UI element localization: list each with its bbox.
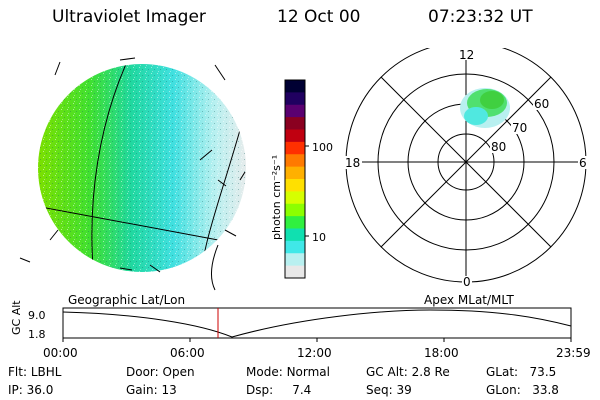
polar-label-12: 12 xyxy=(459,48,474,62)
colorbar-tick-10: 10 xyxy=(312,231,326,244)
colorbar-stripe xyxy=(285,228,305,242)
colorbar-stripe xyxy=(285,216,305,229)
polar-label-70: 70 xyxy=(512,121,527,135)
filter-info: Flt: LBHL xyxy=(8,365,62,379)
gc-alt-value: 2.8 Re xyxy=(411,365,450,379)
altitude-timeline: GC Alt 9.0 1.8 00:00 06:00 12:00 18:00 2… xyxy=(10,300,591,360)
glat-value: 73.5 xyxy=(529,365,557,379)
seq-value: 39 xyxy=(396,383,412,397)
colorbar-stripe xyxy=(285,129,305,143)
polar-label-18: 18 xyxy=(345,156,360,170)
colorbar-stripe xyxy=(285,154,305,168)
ip-value: 36.0 xyxy=(26,383,54,397)
date-label: 12 Oct 00 xyxy=(277,7,361,27)
colorbar-stripe xyxy=(285,240,305,254)
colorbar-stripe xyxy=(285,265,305,279)
glat-info: GLat: 73.5 xyxy=(486,365,557,379)
coastline-fragments xyxy=(19,57,246,273)
colorbar-stripe xyxy=(285,104,305,118)
x-tick-0000: 00:00 xyxy=(43,346,78,360)
colorbar-stripe xyxy=(285,253,305,267)
geographic-label: Geographic Lat/Lon xyxy=(68,293,186,307)
door-info: Door: Open xyxy=(126,365,195,379)
gc-alt-info: GC Alt: 2.8 Re xyxy=(366,365,450,379)
colorbar-tick-100: 100 xyxy=(312,141,333,154)
dsp-value: 7.4 xyxy=(292,383,312,397)
door-value: Open xyxy=(162,365,195,379)
apex-label: Apex MLat/MLT xyxy=(424,293,514,307)
x-tick-1800: 18:00 xyxy=(424,346,459,360)
app-title: Ultraviolet Imager xyxy=(52,7,206,27)
filter-value: LBHL xyxy=(30,365,62,379)
gain-info: Gain: 13 xyxy=(126,383,177,397)
polar-label-60: 60 xyxy=(534,97,549,111)
colorbar-stripe xyxy=(285,141,305,155)
ip-info: IP: 36.0 xyxy=(8,383,54,397)
colorbar-stripe xyxy=(285,203,305,217)
colorbar-stripe xyxy=(285,92,305,106)
colorbar-stripe xyxy=(285,166,305,180)
y-tick-9: 9.0 xyxy=(28,309,46,322)
polar-label-6: 6 xyxy=(579,156,587,170)
auroral-oval xyxy=(460,88,510,128)
colorbar-stripe xyxy=(285,179,305,192)
colorbar: 100 10 photon cm⁻²s⁻¹ xyxy=(270,79,333,279)
dsp-info: Dsp: 7.4 xyxy=(246,383,312,397)
mode-value: Normal xyxy=(286,365,330,379)
altitude-curve xyxy=(62,309,572,338)
time-label: 07:23:32 UT xyxy=(428,7,533,27)
gain-value: 13 xyxy=(161,383,177,397)
mode-info: Mode: Normal xyxy=(246,365,330,379)
polar-label-80: 80 xyxy=(491,140,506,154)
seq-info: Seq: 39 xyxy=(366,383,412,397)
colorbar-stripe xyxy=(285,191,305,205)
geo-grid-lines xyxy=(38,64,246,272)
y-tick-1-8: 1.8 xyxy=(28,328,46,341)
polar-mlat-mlt-plot: 12 18 6 0 60 70 80 xyxy=(344,48,588,289)
colorbar-stripe xyxy=(285,80,305,93)
polar-label-0: 0 xyxy=(463,275,471,289)
x-tick-1200: 12:00 xyxy=(297,346,332,360)
x-tick-2359: 23:59 xyxy=(556,346,591,360)
glon-info: GLon: 33.8 xyxy=(486,383,559,397)
gc-alt-axis-title: GC Alt xyxy=(10,300,23,335)
glon-value: 33.8 xyxy=(532,383,559,397)
x-tick-0600: 06:00 xyxy=(170,346,205,360)
colorbar-stripe xyxy=(285,117,305,130)
colorbar-unit-label: photon cm⁻²s⁻¹ xyxy=(270,155,283,240)
